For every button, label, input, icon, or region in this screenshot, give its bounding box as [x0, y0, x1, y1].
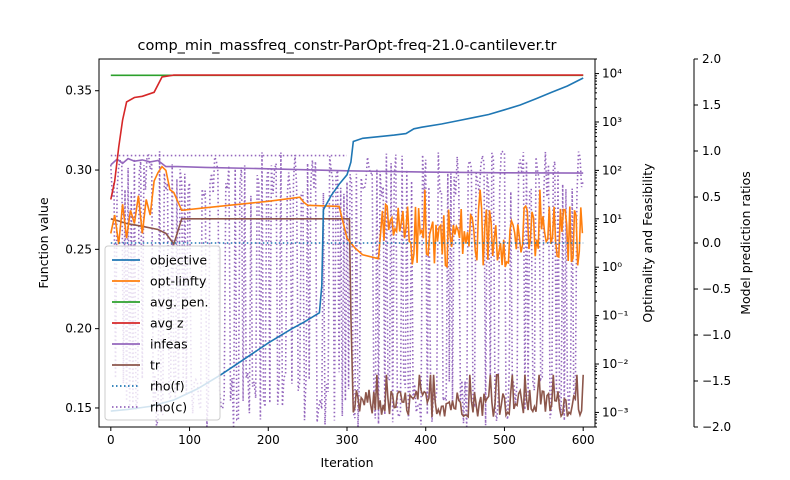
legend-label: rho(c)	[150, 400, 187, 415]
x-tick-label: 200	[257, 433, 280, 447]
legend-label: rho(f)	[150, 379, 185, 394]
y-right2-tick-label: 0.5	[702, 190, 721, 204]
series-line-objective	[110, 77, 584, 412]
y-right1-tick-label: 10⁻²	[602, 357, 629, 371]
y-right2-tick-label: −0.5	[702, 282, 731, 296]
y-right1-tick-label: 10⁴	[602, 67, 622, 81]
x-tick-label: 500	[493, 433, 516, 447]
legend-label: avg. pen.	[150, 295, 208, 310]
y-right1-tick-label: 10⁻¹	[602, 309, 629, 323]
axes-layer: 0 100 200 300 400 500 600 0.15 0.20 0.25 0.30 0.35 1…	[65, 52, 731, 447]
x-axis-label: Iteration	[320, 455, 373, 470]
x-tick-label: 0	[107, 433, 115, 447]
series-layer	[110, 74, 584, 427]
y-right1-tick-label: 10³	[602, 115, 622, 129]
y-left-tick-label: 0.20	[65, 322, 92, 336]
x-tick-label: 300	[336, 433, 359, 447]
x-tick-label: 600	[572, 433, 595, 447]
y-right2-tick-label: 0.0	[702, 236, 721, 250]
legend-label: avg z	[150, 316, 184, 331]
y-left-axis-label: Function value	[36, 197, 51, 289]
y-right2-tick-label: −1.0	[702, 328, 731, 342]
series-line-opt-linfty	[110, 165, 584, 269]
y-right1-tick-label: 10⁻³	[602, 405, 629, 419]
legend-box	[104, 245, 221, 421]
y-right2-tick-label: −2.0	[702, 420, 731, 434]
series-line-tr	[110, 218, 584, 419]
y-right1-tick-label: 10⁰	[602, 260, 622, 274]
series-line-infeas	[110, 157, 584, 174]
y-right2-tick-label: 1.0	[702, 144, 721, 158]
y-right2-tick-label: 1.5	[702, 98, 721, 112]
y-right1-tick-label: 10¹	[602, 212, 622, 226]
x-tick-label: 400	[414, 433, 437, 447]
legend: objective opt-linfty avg. pen. avg z infeas t…	[104, 245, 221, 421]
y-left-tick-label: 0.35	[65, 84, 92, 98]
y-right1-tick-label: 10²	[602, 163, 622, 177]
chart-title: comp_min_massfreq_constr-ParOpt-freq-21.…	[138, 38, 557, 54]
y-right1-axis-label: Optimality and Feasibility	[640, 163, 655, 323]
legend-label: infeas	[150, 337, 188, 352]
legend-label: objective	[150, 253, 207, 268]
y-right2-tick-label: 2.0	[702, 52, 721, 66]
legend-label: tr	[150, 358, 161, 373]
y-left-tick-label: 0.30	[65, 163, 92, 177]
y-right2-tick-label: −1.5	[702, 374, 731, 388]
x-tick-label: 100	[178, 433, 201, 447]
legend-label: opt-linfty	[150, 274, 207, 289]
y-left-tick-label: 0.15	[65, 401, 92, 415]
y-right2-axis-label: Model prediction ratios	[738, 171, 753, 315]
series-line-avg-z	[110, 74, 584, 200]
y-left-tick-label: 0.25	[65, 242, 92, 256]
